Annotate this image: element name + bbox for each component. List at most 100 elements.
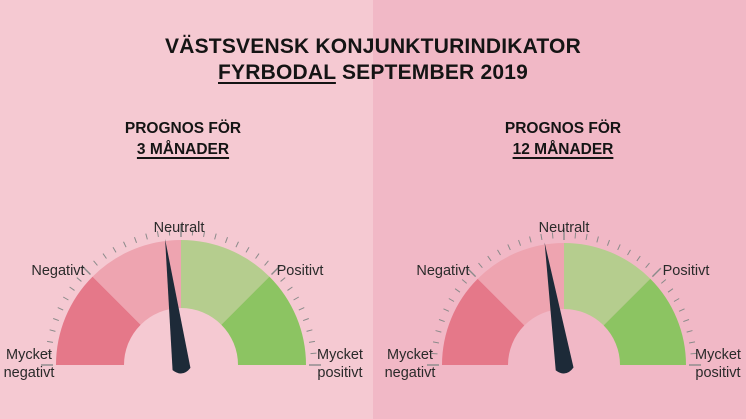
gauge-tick	[448, 298, 455, 302]
gauge-tick	[686, 330, 693, 333]
gauge-3-months: Neutralt Negativt Positivt Mycket negati…	[4, 220, 363, 381]
segment-very-positive	[221, 276, 306, 365]
gauge-tick	[203, 230, 206, 238]
gauge-tick	[308, 340, 316, 343]
label-very-positive-line2: positivt	[695, 365, 740, 381]
gauge-tick	[191, 229, 194, 236]
gauge-tick	[46, 340, 54, 343]
region-name: FYRBODAL	[218, 61, 336, 84]
segment-positive	[564, 243, 651, 326]
gauge-tick	[438, 319, 445, 323]
gauge-tick	[585, 233, 588, 241]
gauge-tick	[435, 330, 442, 333]
gauge-tick	[93, 260, 98, 266]
gauge-tick	[617, 244, 621, 251]
gauge-tick	[168, 229, 171, 236]
gauge-tick	[76, 277, 82, 282]
label-positive: Positivt	[663, 263, 710, 279]
gauge-tick	[298, 307, 305, 311]
gauge-tick	[466, 267, 477, 278]
label-neutral: Neutralt	[154, 220, 205, 236]
gauge-tick	[443, 308, 450, 312]
label-very-positive: Mycket	[695, 347, 741, 363]
gauge-tick	[280, 277, 286, 282]
gauge-tick	[431, 352, 438, 355]
gauge-tick	[264, 260, 269, 266]
gauge-tick	[224, 237, 228, 244]
gauge-tick	[145, 233, 148, 240]
main-title: VÄSTSVENSK KONJUNKTURINDIKATOR	[165, 35, 581, 58]
segment-positive	[181, 240, 270, 325]
gauge-needle	[165, 239, 191, 374]
gauge-tick	[627, 249, 631, 256]
segment-negative	[92, 240, 181, 325]
gauge-tick	[306, 329, 313, 332]
segment-negative	[477, 242, 564, 326]
segment-very-negative	[442, 278, 525, 365]
gauge-tick	[651, 267, 662, 278]
gauge-tick	[156, 230, 159, 238]
forecast-heading-12m: PROGNOS FÖR 12 MÅNADER	[443, 118, 683, 160]
gauge-tick	[540, 233, 543, 241]
gauge-needle	[544, 242, 574, 374]
gauge-tick	[123, 241, 127, 248]
gauge-tick	[551, 232, 554, 239]
gauge-tick	[487, 255, 492, 262]
gauge-tick	[667, 288, 674, 293]
gauge-tick	[518, 239, 522, 246]
label-negative: Negativt	[416, 263, 469, 279]
label-very-negative-line2: negativt	[385, 365, 436, 381]
gauge-tick	[636, 255, 641, 262]
gauge-tick	[688, 341, 696, 344]
gauge-tick	[478, 262, 483, 269]
forecast-heading-label: PROGNOS FÖR	[504, 120, 622, 137]
label-negative: Negativt	[31, 263, 84, 279]
subtitle: FYRBODAL SEPTEMBER 2019	[0, 60, 746, 86]
label-neutral: Neutralt	[539, 220, 590, 236]
segment-very-positive	[603, 278, 686, 365]
label-very-positive: Mycket	[317, 347, 363, 363]
gauge-tick	[683, 319, 690, 323]
gauge-tick	[245, 246, 250, 253]
gauge-tick	[690, 352, 697, 355]
gauge-tick	[497, 249, 501, 256]
period: SEPTEMBER 2019	[341, 61, 528, 84]
label-very-negative: Mycket	[387, 347, 433, 363]
gauge-tick	[454, 288, 461, 293]
gauge-tick	[574, 232, 577, 239]
gauge-tick	[660, 279, 667, 284]
forecast-horizon-3m: 3 MÅNADER	[136, 141, 230, 158]
gauge-12-months: Neutralt Negativt Positivt Mycket negati…	[385, 220, 741, 381]
gauge-tick	[293, 296, 300, 301]
gauge-tick	[606, 239, 610, 246]
gauge-tick	[45, 352, 52, 355]
gauge-tick	[432, 341, 440, 344]
gauge-tick	[596, 236, 599, 243]
label-very-positive-line2: positivt	[317, 365, 362, 381]
label-very-negative: Mycket	[6, 347, 52, 363]
gauge-tick	[102, 253, 107, 259]
forecast-heading-3m: PROGNOS FÖR 3 MÅNADER	[63, 118, 303, 160]
gauge-tick	[57, 307, 64, 311]
gauge-tick	[49, 329, 56, 332]
gauge-tick	[53, 318, 60, 322]
segment-very-negative	[56, 276, 141, 365]
gauge-tick	[255, 253, 260, 259]
label-positive: Positivt	[277, 263, 324, 279]
gauge-tick	[645, 262, 650, 269]
forecast-horizon-12m: 12 MÅNADER	[512, 141, 614, 158]
gauge-tick	[69, 286, 75, 291]
gauge-tick	[235, 241, 239, 248]
forecast-heading-label: PROGNOS FÖR	[124, 120, 242, 137]
gauge-tick	[287, 286, 293, 291]
gauge-tick	[62, 296, 69, 301]
gauge-tick	[507, 244, 511, 251]
gauge-tick	[271, 265, 281, 275]
gauge-tick	[461, 279, 468, 284]
gauge-tick	[214, 233, 217, 240]
gauge-tick	[673, 298, 680, 302]
gauge-tick	[302, 318, 309, 322]
gauge-tick	[112, 246, 117, 253]
gauge-tick	[81, 265, 91, 275]
